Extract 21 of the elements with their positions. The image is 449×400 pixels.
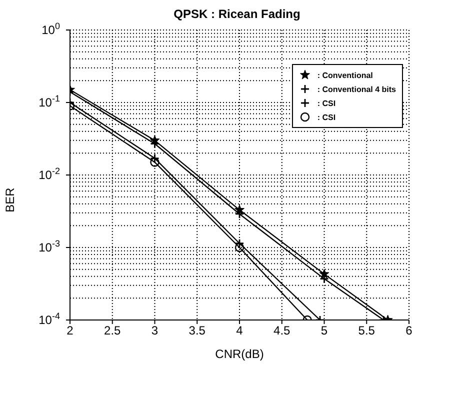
x-tick-label: 2.5 bbox=[104, 324, 122, 338]
y-tick-label: 10$^{0}$ bbox=[42, 21, 60, 37]
y-tick-label: 10$^{-4}$ bbox=[38, 311, 60, 327]
chart-title: QPSK : Ricean Fading bbox=[174, 7, 300, 21]
legend-label: : CSI bbox=[317, 112, 336, 122]
x-tick-label: 2 bbox=[66, 324, 74, 338]
x-tick-label: 5 bbox=[320, 324, 328, 338]
y-tick-label: 10$^{-1}$ bbox=[38, 94, 60, 110]
x-tick-label: 3 bbox=[151, 324, 158, 338]
y-axis-title: BER bbox=[3, 187, 17, 212]
x-tick-label: 5.5 bbox=[358, 324, 376, 338]
legend-label: : CSI bbox=[317, 98, 336, 108]
x-tick-label: 6 bbox=[406, 324, 413, 338]
y-tick-label: 10$^{-3}$ bbox=[38, 238, 60, 254]
x-axis-title: CNR(dB) bbox=[215, 347, 264, 361]
x-tick-label: 4.5 bbox=[274, 324, 291, 338]
y-tick-label: 10$^{-2}$ bbox=[38, 166, 60, 182]
x-tick-label: 3.5 bbox=[188, 324, 206, 338]
legend-label: : Conventional 4 bits bbox=[317, 84, 396, 94]
legend-label: : Conventional bbox=[317, 70, 373, 80]
x-tick-label: 4 bbox=[236, 324, 244, 338]
